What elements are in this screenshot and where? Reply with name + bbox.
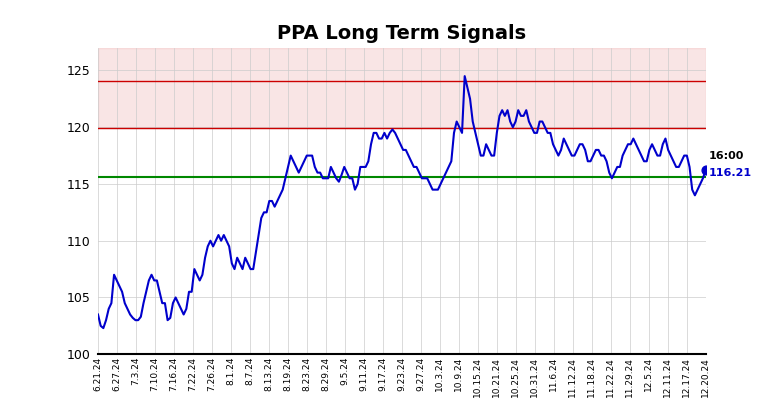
Point xyxy=(699,167,712,174)
Bar xyxy=(98,48,706,128)
Text: 116.21: 116.21 xyxy=(709,168,752,178)
Title: PPA Long Term Signals: PPA Long Term Signals xyxy=(278,24,526,43)
Text: 16:00: 16:00 xyxy=(709,151,744,161)
